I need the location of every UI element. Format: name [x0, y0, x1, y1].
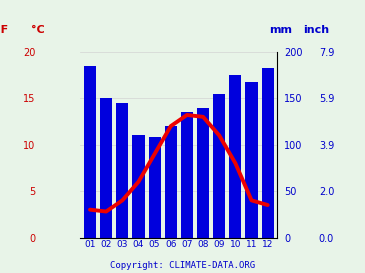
Bar	[229, 75, 242, 238]
Bar	[84, 66, 96, 238]
Bar	[100, 98, 112, 238]
Bar	[165, 126, 177, 238]
Bar	[197, 108, 209, 238]
Text: inch: inch	[303, 25, 329, 35]
Text: mm: mm	[269, 25, 293, 35]
Bar	[213, 94, 225, 238]
Bar	[149, 137, 161, 238]
Text: Copyright: CLIMATE-DATA.ORG: Copyright: CLIMATE-DATA.ORG	[110, 261, 255, 270]
Bar	[116, 103, 128, 238]
Text: °F: °F	[0, 25, 8, 35]
Bar	[262, 68, 274, 238]
Bar	[246, 82, 258, 238]
Text: °C: °C	[31, 25, 45, 35]
Bar	[132, 135, 145, 238]
Bar	[181, 112, 193, 238]
